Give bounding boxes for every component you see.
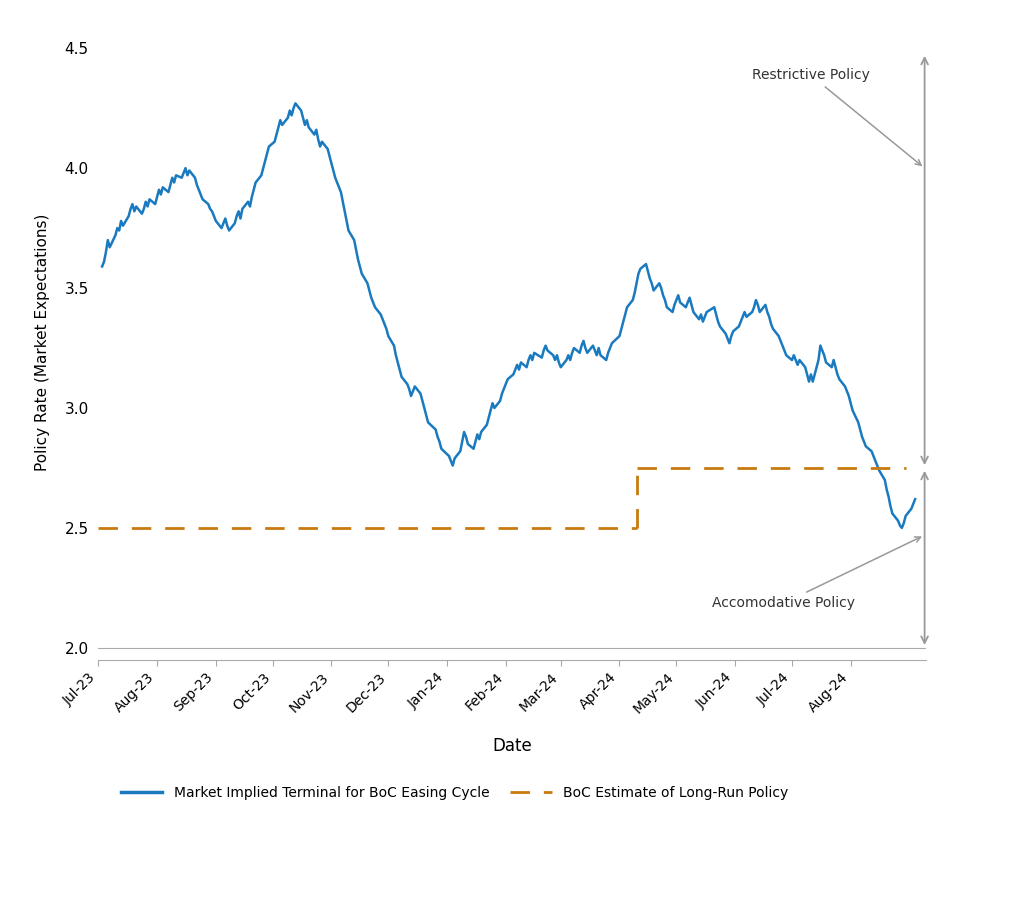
Text: Accomodative Policy: Accomodative Policy <box>713 537 921 610</box>
Text: Restrictive Policy: Restrictive Policy <box>753 68 922 165</box>
X-axis label: Date: Date <box>493 737 532 755</box>
Y-axis label: Policy Rate (Market Expectations): Policy Rate (Market Expectations) <box>36 214 50 471</box>
Legend: Market Implied Terminal for BoC Easing Cycle, BoC Estimate of Long-Run Policy: Market Implied Terminal for BoC Easing C… <box>116 780 794 806</box>
